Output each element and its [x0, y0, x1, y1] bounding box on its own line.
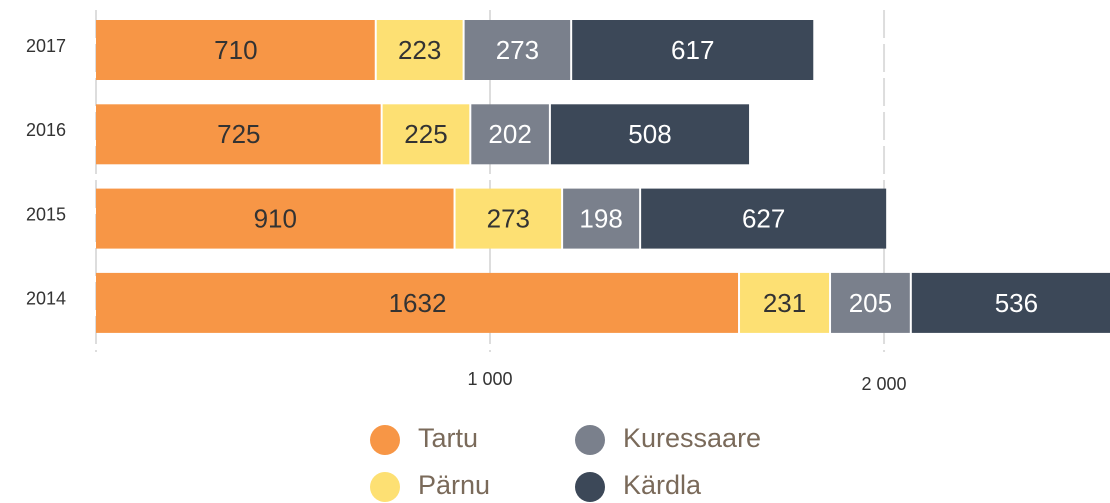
bar-label: 536 — [995, 288, 1038, 318]
bar-segment — [740, 272, 830, 333]
legend-marker — [575, 425, 605, 455]
bar-segment — [464, 20, 571, 80]
bar-segment — [96, 188, 454, 249]
bar-segment — [641, 188, 887, 249]
bar-segment — [550, 104, 750, 165]
x-tick-label: 1 000 — [467, 369, 512, 389]
bar-label: 231 — [763, 288, 806, 318]
bar-label: 198 — [579, 203, 622, 233]
bar-label: 223 — [398, 35, 441, 65]
bar-segment — [455, 188, 562, 249]
bar-label: 273 — [496, 35, 539, 65]
bar-label: 205 — [849, 288, 892, 318]
legend-label: Tartu — [418, 423, 478, 453]
bar-segment — [563, 188, 640, 249]
legend-marker — [370, 472, 400, 502]
bar-label: 202 — [488, 119, 531, 149]
bar-label: 627 — [742, 203, 785, 233]
legend-label: Kärdla — [623, 470, 702, 500]
y-tick-label: 2015 — [26, 204, 66, 224]
bar-segment — [471, 104, 549, 165]
bar-segment — [572, 20, 814, 80]
legend-marker — [370, 425, 400, 455]
bar-label: 910 — [254, 203, 297, 233]
legend-marker — [575, 472, 605, 502]
bar-label: 725 — [217, 119, 260, 149]
bar-segment — [911, 272, 1110, 333]
y-tick-label: 2016 — [26, 120, 66, 140]
bar-segment — [96, 20, 375, 80]
bar-label: 617 — [671, 35, 714, 65]
bar-label: 508 — [628, 119, 671, 149]
x-tick-label: 2 000 — [861, 374, 906, 394]
bar-segment — [831, 272, 910, 333]
bar-label: 273 — [487, 203, 530, 233]
legend-label: Pärnu — [418, 470, 490, 500]
bar-label: 225 — [404, 119, 447, 149]
y-tick-label: 2017 — [26, 36, 66, 56]
bar-segment — [376, 20, 463, 80]
bar-segment — [382, 104, 470, 165]
bar-segment — [96, 272, 739, 333]
y-tick-label: 2014 — [26, 289, 66, 309]
bar-label: 1632 — [389, 288, 447, 318]
bar-segment — [96, 104, 381, 165]
bar-label: 710 — [214, 35, 257, 65]
legend-label: Kuressaare — [623, 423, 761, 453]
